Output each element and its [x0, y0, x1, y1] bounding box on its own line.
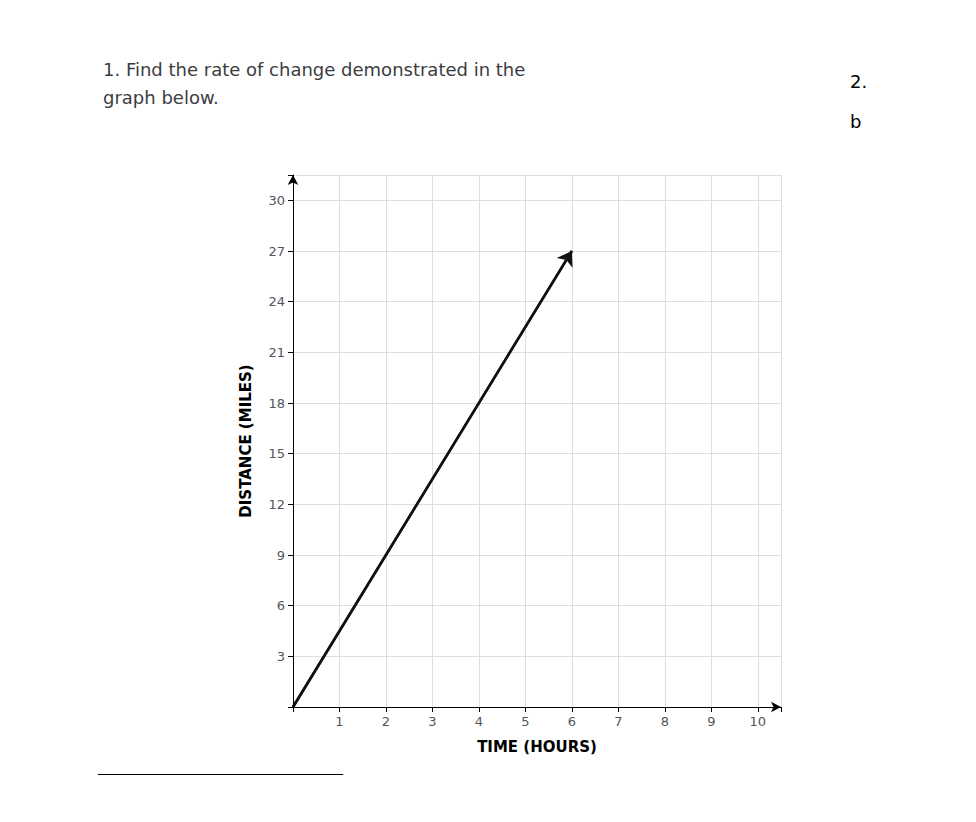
svg-text:10: 10: [749, 714, 766, 729]
svg-text:6: 6: [277, 598, 285, 613]
svg-text:2.: 2.: [850, 71, 867, 92]
svg-text:5: 5: [521, 714, 529, 729]
svg-text:8: 8: [661, 714, 669, 729]
svg-text:b: b: [850, 111, 861, 132]
svg-text:12: 12: [268, 497, 285, 512]
svg-text:7: 7: [614, 714, 622, 729]
svg-text:TIME (HOURS): TIME (HOURS): [477, 738, 597, 756]
svg-text:1: 1: [335, 714, 343, 729]
svg-text:DISTANCE (MILES): DISTANCE (MILES): [237, 364, 255, 517]
svg-text:15: 15: [268, 446, 285, 461]
svg-text:______________________________: ___________________________________: [97, 759, 344, 775]
svg-text:6: 6: [568, 714, 576, 729]
svg-text:30: 30: [268, 193, 285, 208]
svg-text:4: 4: [475, 714, 483, 729]
svg-text:18: 18: [268, 396, 285, 411]
svg-text:24: 24: [268, 294, 285, 309]
svg-text:9: 9: [707, 714, 715, 729]
svg-text:9: 9: [277, 548, 285, 563]
svg-text:21: 21: [268, 345, 285, 360]
svg-text:3: 3: [428, 714, 436, 729]
svg-text:3: 3: [277, 649, 285, 664]
svg-text:graph below.: graph below.: [103, 87, 219, 108]
svg-text:1. Find the rate of change dem: 1. Find the rate of change demonstrated …: [103, 59, 525, 80]
svg-text:2: 2: [382, 714, 390, 729]
svg-text:27: 27: [268, 244, 285, 259]
